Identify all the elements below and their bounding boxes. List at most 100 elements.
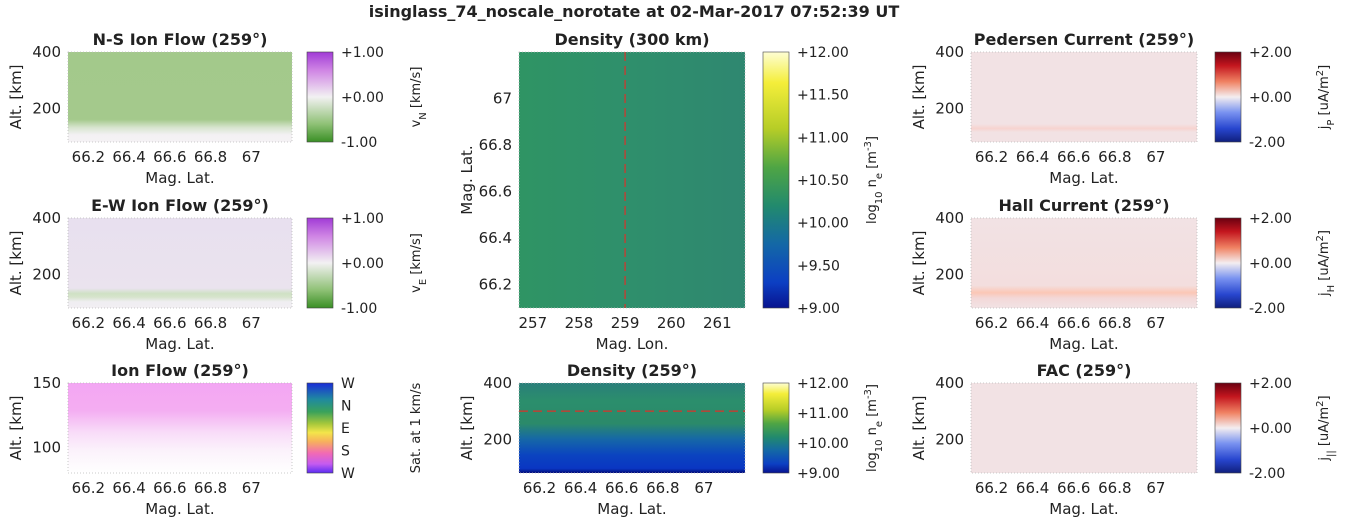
x-tick-label: 66.8 — [1098, 314, 1131, 332]
y-tick-label: 66.2 — [479, 276, 512, 294]
x-tick-label: 66.6 — [153, 148, 186, 166]
heatmap-field — [519, 52, 745, 308]
density-300km-panel: Density (300 km) 257 258 259 260 261 Mag. Lon.… — [458, 30, 885, 353]
y-tick-label: 400 — [935, 43, 964, 61]
colorbar-label: log10 ne [m-3] — [863, 136, 885, 224]
x-tick-label: 66.6 — [1057, 314, 1090, 332]
x-tick-label: 66.8 — [1098, 479, 1131, 497]
x-tick-label: 261 — [703, 314, 732, 332]
x-tick-label: 67 — [694, 479, 713, 497]
colorbar-label: j|| [uA/m2] — [1315, 395, 1337, 461]
y-tick-label: 66.4 — [479, 229, 512, 247]
y-axis-label: Alt. [km] — [7, 65, 25, 130]
x-axis-label: Mag. Lon. — [596, 335, 669, 353]
y-tick-label: 400 — [935, 374, 964, 392]
x-tick-label: 66.4 — [112, 479, 145, 497]
colorbar-tick-label: +2.00 — [1249, 45, 1292, 61]
x-tick-label: 66.8 — [194, 148, 227, 166]
colorbar-tick-label: -2.00 — [1249, 466, 1285, 482]
x-tick-label: 66.2 — [72, 314, 105, 332]
colorbar-tick-label: E — [341, 421, 350, 437]
y-axis-label: Alt. [km] — [910, 396, 928, 461]
y-tick-label: 200 — [935, 430, 964, 448]
y-tick-label: 200 — [935, 99, 964, 117]
pedersen-current-panel: Pedersen Current (259°) 66.2 66.4 66.6 66.8 6… — [910, 30, 1337, 187]
colorbar-label: jH [uA/m2] — [1315, 230, 1337, 297]
colorbar-tick-label: +0.00 — [1249, 421, 1292, 437]
x-tick-label: 66.4 — [112, 148, 145, 166]
y-tick-label: 100 — [32, 438, 61, 456]
colorbar-tick-label: +9.00 — [797, 301, 840, 317]
panel-title: Density (259°) — [567, 361, 697, 380]
y-tick-label: 200 — [32, 99, 61, 117]
colorbar-tick-label: +12.00 — [797, 376, 849, 392]
x-tick-label: 66.4 — [564, 479, 597, 497]
heatmap-field — [68, 383, 292, 473]
x-tick-label: 66.8 — [646, 479, 679, 497]
x-tick-label: 66.4 — [1016, 479, 1049, 497]
y-tick-label: 200 — [32, 265, 61, 283]
heatmap-field — [971, 52, 1197, 142]
x-axis-label: Mag. Lat. — [1049, 500, 1118, 518]
colorbar-tick-label: +0.00 — [1249, 256, 1292, 272]
x-tick-label: 66.6 — [605, 479, 638, 497]
x-tick-label: 257 — [519, 314, 548, 332]
y-tick-label: 66.6 — [479, 183, 512, 201]
colorbar-tick-label: W — [341, 466, 355, 482]
x-tick-label: 67 — [242, 148, 261, 166]
panel-title: Ion Flow (259°) — [111, 361, 249, 380]
colorbar-label: vE [km/s] — [409, 233, 429, 293]
y-tick-label: 200 — [483, 430, 512, 448]
y-tick-label: 400 — [32, 43, 61, 61]
colorbar-tick-label: +1.00 — [341, 211, 384, 227]
y-axis-label: Alt. [km] — [910, 65, 928, 130]
x-tick-label: 66.8 — [194, 314, 227, 332]
panel-title: N-S Ion Flow (259°) — [93, 30, 268, 49]
panel-title: Hall Current (259°) — [998, 196, 1169, 215]
x-tick-label: 66.2 — [975, 479, 1008, 497]
x-axis-label: Mag. Lat. — [1049, 169, 1118, 187]
colorbar — [762, 51, 790, 309]
colorbar-tick-label: +0.00 — [1249, 90, 1292, 106]
colorbar-tick-label: -1.00 — [341, 301, 377, 317]
colorbar-tick-label: +0.00 — [341, 90, 384, 106]
colorbar-tick-label: +9.50 — [797, 258, 840, 274]
density-259-panel: Density (259°) 66.2 66.4 66.6 66.8 67 Mag. Lat… — [458, 361, 885, 518]
heatmap-field — [971, 218, 1197, 308]
panel-title: Density (300 km) — [554, 30, 709, 49]
x-tick-label: 66.2 — [72, 148, 105, 166]
colorbar-tick-label: +9.00 — [797, 466, 840, 482]
colorbar-tick-label: +12.00 — [797, 45, 849, 61]
colorbar — [1214, 51, 1242, 143]
y-axis-label: Alt. [km] — [7, 231, 25, 296]
y-tick-label: 400 — [32, 209, 61, 227]
panel-title: FAC (259°) — [1037, 361, 1132, 380]
panel-title: Pedersen Current (259°) — [974, 30, 1195, 49]
x-tick-label: 66.6 — [153, 479, 186, 497]
x-tick-label: 66.2 — [975, 148, 1008, 166]
colorbar — [762, 382, 790, 474]
colorbar-label: log10 ne [m-3] — [863, 384, 885, 472]
x-tick-label: 67 — [1146, 479, 1165, 497]
colorbar-label: vN [km/s] — [409, 67, 429, 128]
x-tick-label: 66.6 — [1057, 479, 1090, 497]
colorbar-tick-label: +2.00 — [1249, 376, 1292, 392]
colorbar-tick-label: -2.00 — [1249, 301, 1285, 317]
ew-ion-flow-panel: E-W Ion Flow (259°) 66.2 66.4 66.6 66.8 67 Mag… — [7, 196, 429, 353]
colorbar-tick-label: +11.00 — [797, 130, 849, 146]
colorbar-tick-label: W — [341, 376, 355, 392]
x-tick-label: 66.8 — [1098, 148, 1131, 166]
y-tick-label: 400 — [935, 209, 964, 227]
x-axis-label: Mag. Lat. — [145, 500, 214, 518]
colorbar-tick-label: -1.00 — [341, 135, 377, 151]
heatmap-field — [68, 52, 292, 142]
x-tick-label: 259 — [611, 314, 640, 332]
x-tick-label: 67 — [1146, 314, 1165, 332]
colorbar — [1214, 217, 1242, 309]
plot-frame — [518, 382, 746, 474]
x-tick-label: 66.4 — [112, 314, 145, 332]
ion-flow-panel: Ion Flow (259°) 66.2 66.4 66.6 66.8 67 Mag. La… — [7, 361, 424, 518]
y-axis-label: Alt. [km] — [458, 396, 476, 461]
plot-frame — [970, 51, 1198, 143]
